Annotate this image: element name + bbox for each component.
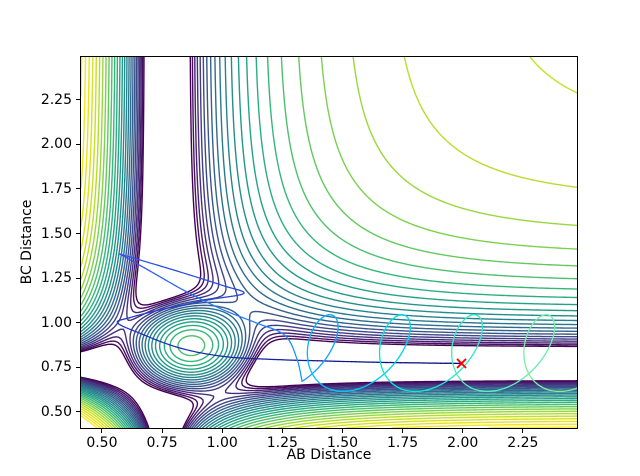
y-tick-mark — [76, 277, 80, 279]
y-tick-mark — [76, 233, 80, 235]
y-tick-label: 1.25 — [40, 270, 72, 287]
x-tick-mark — [341, 429, 343, 433]
x-tick-label: 2.25 — [507, 435, 539, 451]
contour-plot-canvas — [81, 57, 577, 428]
y-tick-label: 1.75 — [40, 180, 72, 197]
x-axis-label: AB Distance — [286, 447, 372, 463]
x-tick-mark — [161, 429, 163, 433]
x-tick-mark — [462, 429, 464, 433]
y-tick-mark — [76, 366, 80, 368]
y-axis-label: BC Distance — [19, 199, 35, 285]
x-tick-mark — [221, 429, 223, 433]
y-tick-mark — [76, 322, 80, 324]
x-tick-mark — [402, 429, 404, 433]
x-tick-label: 1.00 — [206, 435, 238, 451]
x-tick-mark — [522, 429, 524, 433]
y-tick-mark — [76, 143, 80, 145]
x-tick-label: 0.50 — [86, 435, 118, 451]
y-tick-mark — [76, 411, 80, 413]
y-tick-mark — [76, 188, 80, 190]
x-tick-label: 1.50 — [326, 435, 359, 451]
y-tick-mark — [76, 99, 80, 101]
y-tick-label: 1.00 — [40, 314, 72, 331]
y-tick-label: 0.50 — [40, 403, 72, 420]
x-tick-label: 2.00 — [447, 435, 479, 451]
x-tick-label: 1.75 — [387, 435, 419, 451]
x-tick-label: 1.25 — [266, 435, 298, 451]
y-tick-label: 2.00 — [40, 136, 72, 153]
x-tick-mark — [281, 429, 283, 433]
y-tick-label: 1.50 — [40, 225, 72, 242]
x-tick-label: 0.75 — [146, 435, 178, 451]
x-tick-mark — [101, 429, 103, 433]
y-tick-label: 2.25 — [40, 91, 72, 108]
y-tick-label: 0.75 — [40, 359, 72, 376]
plot-area — [80, 56, 578, 429]
